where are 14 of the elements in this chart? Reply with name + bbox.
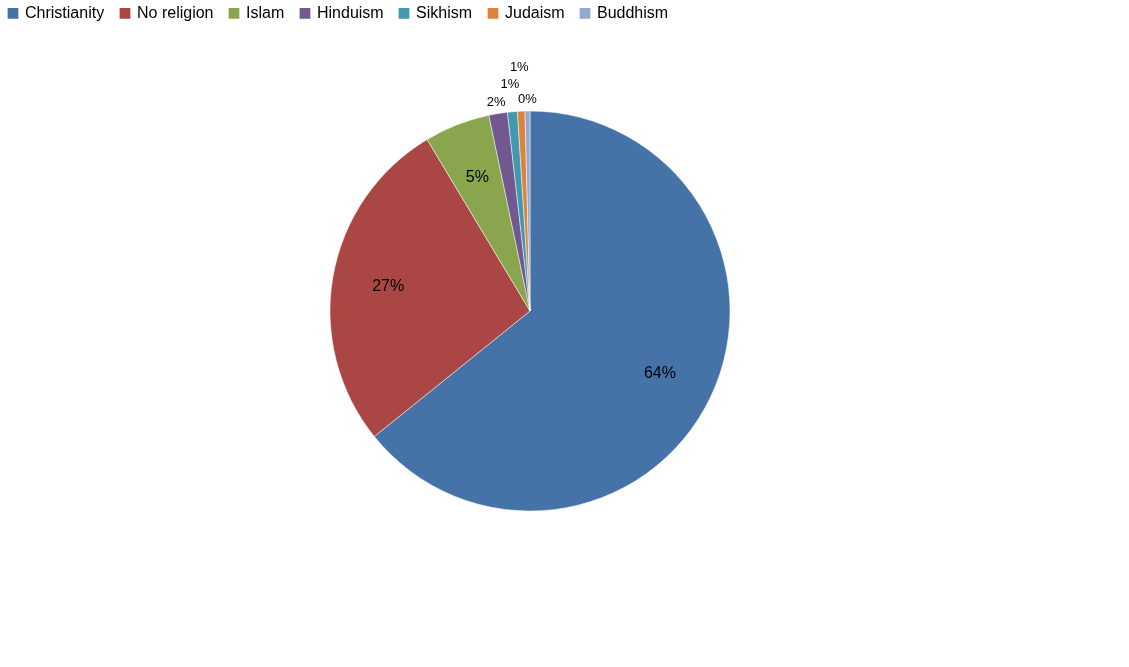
legend-label: Sikhism bbox=[416, 4, 473, 22]
data-label: 1% bbox=[500, 75, 520, 91]
legend-label: Buddhism bbox=[597, 4, 669, 22]
legend-label: Hinduism bbox=[317, 4, 384, 22]
legend-label: Judaism bbox=[505, 4, 565, 22]
legend-label: No religion bbox=[137, 4, 214, 22]
data-label: 27% bbox=[372, 276, 405, 294]
data-label: 5% bbox=[465, 167, 489, 185]
data-label: 2% bbox=[486, 93, 507, 109]
data-label: 0% bbox=[517, 91, 538, 107]
legend-label: Islam bbox=[246, 4, 285, 22]
data-label: 1% bbox=[509, 59, 530, 75]
legend-label: Christianity bbox=[25, 4, 105, 22]
data-label: 64% bbox=[643, 364, 676, 382]
